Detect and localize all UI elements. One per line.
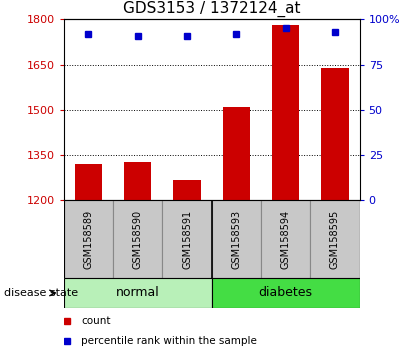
Title: GDS3153 / 1372124_at: GDS3153 / 1372124_at (123, 0, 300, 17)
Text: GSM158589: GSM158589 (83, 209, 93, 269)
Bar (124, 162, 151, 200)
Bar (321, 68, 349, 200)
Bar (272, 25, 299, 200)
Text: normal: normal (116, 286, 159, 299)
Text: percentile rank within the sample: percentile rank within the sample (81, 336, 257, 346)
Bar (310, 200, 360, 278)
Text: GSM158593: GSM158593 (231, 209, 241, 269)
Text: GSM158595: GSM158595 (330, 209, 340, 269)
Bar (113, 200, 162, 278)
Text: diabetes: diabetes (259, 286, 313, 299)
Text: GSM158594: GSM158594 (281, 209, 291, 269)
Bar (173, 181, 201, 200)
Text: GSM158590: GSM158590 (133, 209, 143, 269)
Bar (64, 200, 113, 278)
Text: count: count (81, 316, 111, 326)
Bar (261, 200, 310, 278)
Text: disease state: disease state (4, 288, 78, 298)
Bar (212, 278, 360, 308)
Bar (162, 200, 212, 278)
Bar (75, 164, 102, 200)
Bar (64, 278, 212, 308)
Bar (223, 107, 250, 200)
Bar (212, 200, 261, 278)
Text: GSM158591: GSM158591 (182, 209, 192, 269)
